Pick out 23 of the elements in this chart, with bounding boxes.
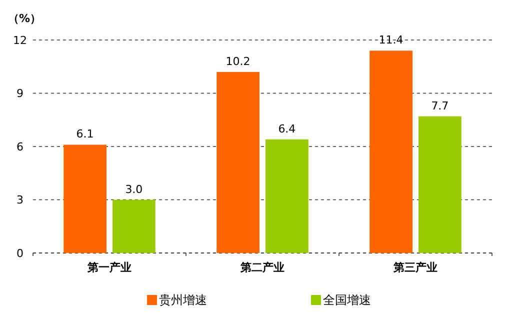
bar: [112, 200, 156, 253]
legend-label: 全国增速: [323, 293, 371, 308]
data-label: 6.1: [76, 128, 94, 141]
y-tick-label: 9: [16, 87, 24, 100]
x-tick-label: 第二产业: [240, 261, 284, 274]
bar: [370, 50, 412, 253]
data-label: 7.7: [431, 99, 449, 112]
y-tick-label: 6: [16, 140, 24, 154]
bar: [418, 116, 462, 253]
legend-label: 贵州增速: [159, 293, 207, 308]
bar: [266, 139, 308, 253]
bar: [216, 72, 260, 253]
y-tick-label: 3: [16, 194, 24, 207]
data-label: 3.0: [125, 182, 143, 196]
x-tick-label: 第一产业: [86, 261, 132, 274]
x-tick-label: 第三产业: [392, 261, 438, 274]
y-tick-label: 0: [16, 246, 24, 260]
data-label: 11.4: [378, 34, 404, 47]
y-tick-label: 12: [13, 34, 27, 47]
data-label: 6.4: [278, 122, 296, 136]
bar: [64, 144, 106, 253]
data-label: 10.2: [226, 54, 250, 68]
y-axis-title: （%）: [8, 12, 42, 25]
